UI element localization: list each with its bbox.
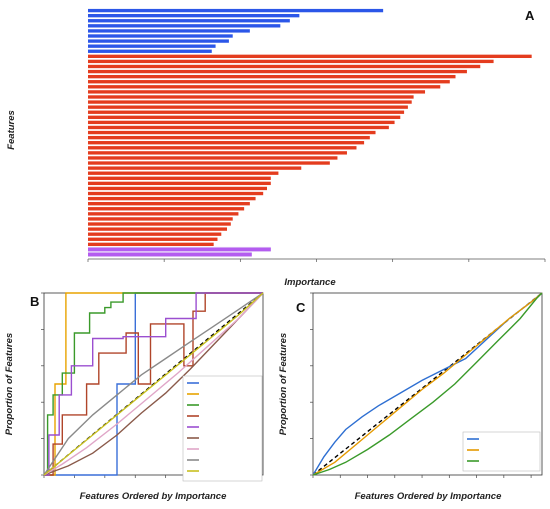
bar-4 [88,29,250,33]
bar-1 [88,13,300,18]
bar-27 [88,146,357,150]
bar-6 [88,39,229,43]
panel-c: C Features Ordered by Importance Proport… [278,292,543,502]
bar-20 [88,110,405,114]
legend-box [462,431,541,472]
series-line-2 [312,292,543,476]
panel-a-ylabel: Features [6,110,17,150]
panel-a-label: A [525,8,535,23]
series-line-7 [43,292,264,476]
bar-42 [88,222,231,226]
bar-26 [88,141,365,145]
bar-41 [88,217,233,221]
bar-15 [88,85,441,89]
series-line-4 [44,292,263,476]
bar-43 [88,227,228,231]
bar-22 [88,120,395,125]
bar-38 [88,202,250,206]
bar-13 [88,74,456,79]
panel-c-ylabel: Proportion of Features [278,333,289,435]
bar-18 [88,100,412,104]
bar-8 [88,49,212,53]
bar-48 [88,252,252,257]
series-line-2 [44,292,263,476]
bar-39 [88,207,245,211]
panel-a: A Importance Features [6,8,546,288]
series-line-1 [312,292,543,476]
bar-2 [88,19,290,23]
bar-11 [88,64,481,69]
bar-33 [88,176,271,180]
bar-23 [88,125,389,130]
bar-24 [88,130,376,135]
bar-0 [88,8,384,13]
panel-b-label: B [30,294,39,309]
bar-5 [88,34,233,38]
bar-46 [88,242,214,247]
panel-c-label: C [296,300,306,315]
bar-16 [88,90,426,94]
bar-35 [88,186,267,191]
series-line-8 [43,292,264,476]
panel-b-xlabel: Features Ordered by Importance [80,491,227,502]
bar-36 [88,191,264,196]
series-line-3 [44,292,263,476]
bar-40 [88,212,239,216]
bar-28 [88,151,347,155]
bar-21 [88,115,401,119]
bar-9 [88,54,532,59]
bar-32 [88,171,279,175]
bar-14 [88,80,450,84]
bar-3 [88,24,281,28]
bar-7 [88,44,216,48]
series-line-6 [43,292,264,476]
bar-30 [88,161,330,165]
panel-b-ylabel: Proportion of Features [4,333,15,435]
series-line-5 [43,292,264,476]
panel-a-xlabel: Importance [284,277,336,288]
bar-12 [88,69,467,74]
bar-10 [88,59,494,64]
bar-34 [88,181,271,186]
bar-47 [88,247,271,252]
bar-25 [88,135,370,140]
bar-29 [88,156,338,160]
bar-31 [88,166,302,170]
bar-44 [88,232,222,236]
bar-17 [88,95,414,99]
legend-box [182,375,263,482]
bar-37 [88,196,256,201]
panel-c-xlabel: Features Ordered by Importance [355,491,502,502]
panel-b: B Features Ordered by Importance Proport… [4,292,264,502]
bar-45 [88,237,218,241]
bar-19 [88,105,408,109]
